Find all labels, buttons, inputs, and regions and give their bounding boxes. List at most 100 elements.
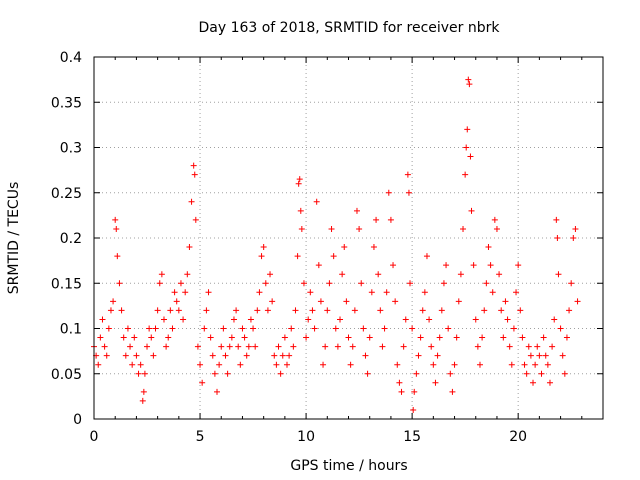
data-point <box>300 280 307 287</box>
data-point <box>476 361 483 368</box>
data-point <box>226 343 233 350</box>
data-point <box>258 253 265 260</box>
data-point <box>375 271 382 278</box>
data-point <box>551 316 558 323</box>
x-axis-label: GPS time / hours <box>290 458 407 474</box>
data-point <box>405 189 412 196</box>
data-point <box>530 379 537 386</box>
data-point <box>120 334 127 341</box>
data-point <box>150 352 157 359</box>
data-point <box>324 307 331 314</box>
data-point <box>239 325 246 332</box>
data-point <box>396 379 403 386</box>
data-point <box>504 316 511 323</box>
data-point <box>146 325 153 332</box>
data-point <box>479 334 486 341</box>
data-point <box>570 235 577 241</box>
data-point <box>559 352 566 359</box>
data-point <box>105 325 112 332</box>
data-point <box>169 325 176 332</box>
data-point <box>220 325 227 332</box>
chart-title: Day 163 of 2018, SRMTID for receiver nbr… <box>198 20 500 36</box>
data-point <box>546 379 553 386</box>
data-point <box>555 271 562 278</box>
data-point <box>290 343 297 350</box>
data-point <box>387 216 394 223</box>
data-point <box>496 271 503 278</box>
data-point <box>129 361 136 368</box>
data-point <box>292 307 299 314</box>
data-point <box>554 235 561 241</box>
data-point <box>207 334 214 341</box>
data-point <box>224 370 231 377</box>
data-point <box>271 352 278 359</box>
data-point <box>343 298 350 305</box>
data-point <box>491 216 498 223</box>
data-point <box>392 298 399 305</box>
data-point <box>311 325 318 332</box>
data-point <box>288 325 295 332</box>
data-point <box>515 262 522 269</box>
x-tick-label: 10 <box>297 429 315 445</box>
data-point <box>171 289 178 296</box>
data-point <box>540 334 547 341</box>
data-point <box>188 198 195 205</box>
data-point <box>381 325 388 332</box>
data-point <box>110 298 117 305</box>
data-point <box>197 361 204 368</box>
data-point <box>426 316 433 323</box>
data-point <box>160 316 167 323</box>
data-point <box>521 361 528 368</box>
data-point <box>385 189 392 196</box>
data-point <box>294 253 301 260</box>
data-point <box>275 343 282 350</box>
data-point <box>561 370 568 377</box>
data-point <box>443 262 450 269</box>
data-point <box>466 81 473 88</box>
data-point <box>328 225 335 232</box>
data-point <box>182 289 189 296</box>
data-point <box>538 370 545 377</box>
data-point <box>122 352 129 359</box>
y-tick-label: 0.2 <box>60 231 82 247</box>
data-point <box>489 289 496 296</box>
data-point <box>362 352 369 359</box>
data-point <box>320 361 327 368</box>
data-point <box>415 352 422 359</box>
data-point <box>351 307 358 314</box>
data-point <box>510 325 517 332</box>
data-point <box>411 388 418 395</box>
x-tick-label: 15 <box>403 429 421 445</box>
data-point <box>410 406 417 413</box>
data-point <box>341 244 348 251</box>
data-point <box>133 352 140 359</box>
data-point <box>144 343 151 350</box>
data-point <box>309 307 316 314</box>
data-point <box>481 307 488 314</box>
data-point <box>364 370 371 377</box>
data-point <box>95 361 102 368</box>
data-point <box>506 343 513 350</box>
data-point <box>513 289 520 296</box>
data-point <box>436 334 443 341</box>
data-point <box>345 334 352 341</box>
data-point <box>141 370 148 377</box>
x-tick-label: 0 <box>90 429 99 445</box>
data-point <box>464 126 471 133</box>
data-point <box>432 379 439 386</box>
data-point <box>455 298 462 305</box>
y-tick-label: 0.3 <box>60 141 82 157</box>
data-point <box>260 244 267 251</box>
data-point <box>390 262 397 269</box>
data-point <box>214 388 221 395</box>
x-tick-label: 5 <box>196 429 205 445</box>
data-point <box>267 271 274 278</box>
data-point <box>230 316 237 323</box>
data-point <box>557 325 564 332</box>
data-point <box>190 162 197 169</box>
data-point <box>409 325 416 332</box>
data-point <box>360 325 367 332</box>
data-point <box>243 352 250 359</box>
data-point <box>114 253 121 260</box>
